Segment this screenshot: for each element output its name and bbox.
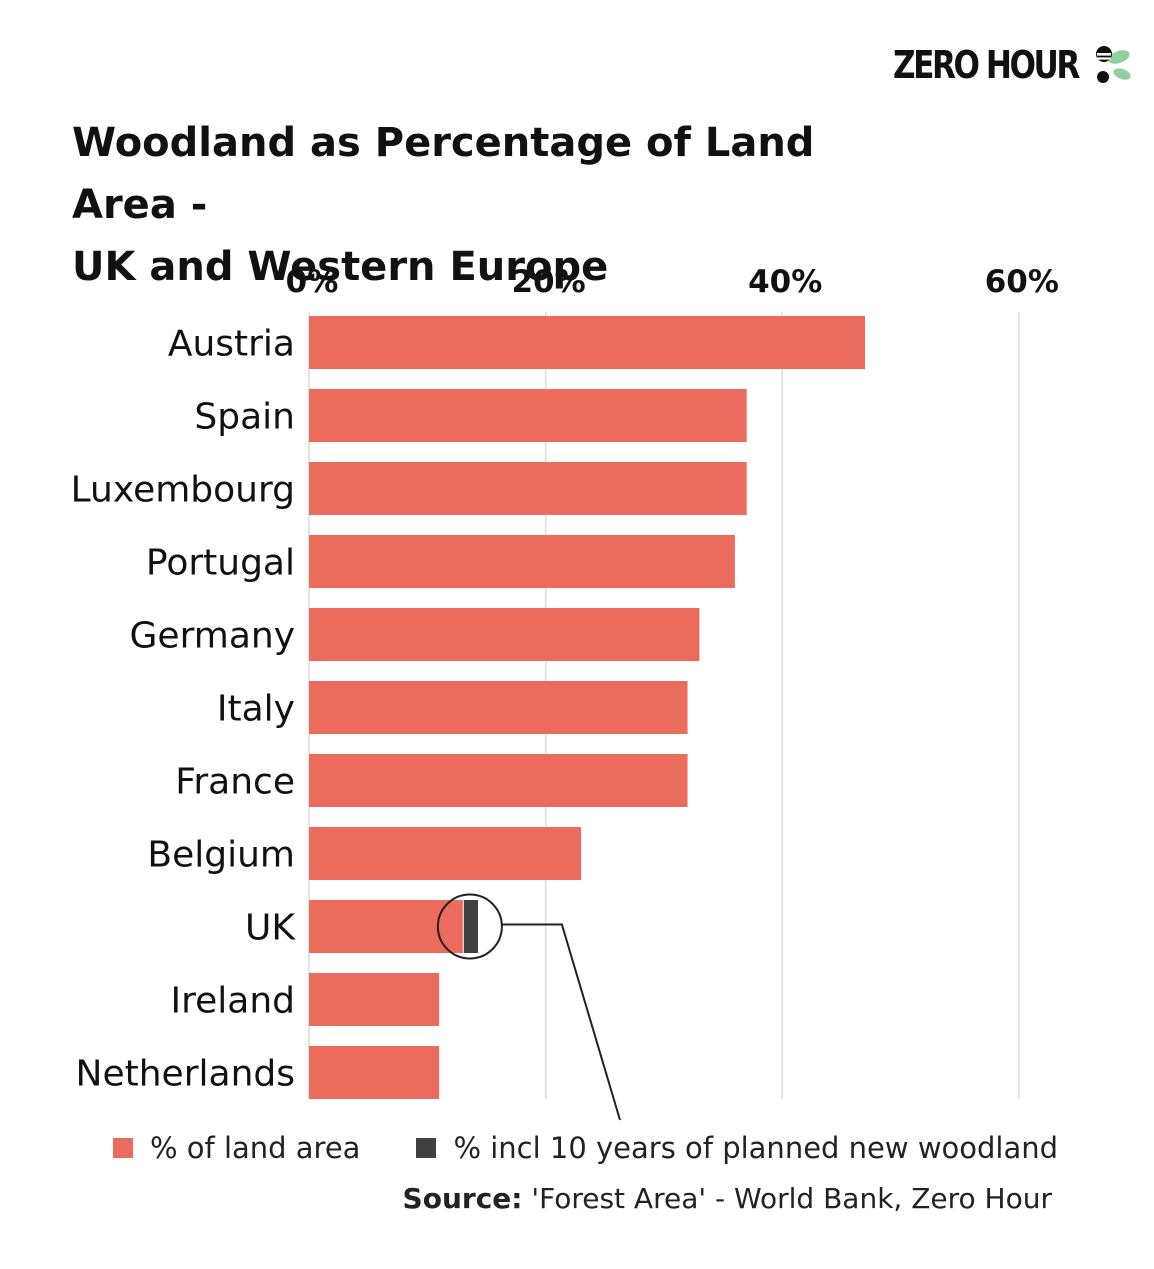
category-label: Spain bbox=[194, 397, 295, 438]
category-label: Germany bbox=[130, 616, 295, 657]
category-label: Luxembourg bbox=[71, 470, 295, 511]
bee-leaf-icon bbox=[1096, 46, 1131, 83]
bar bbox=[309, 535, 735, 588]
bar bbox=[309, 827, 582, 880]
bar bbox=[309, 900, 463, 953]
annotation-circle bbox=[436, 893, 503, 960]
category-label: Belgium bbox=[147, 835, 295, 876]
bar bbox=[309, 681, 688, 734]
bar bbox=[309, 316, 866, 369]
x-tick-label: 0% bbox=[286, 264, 339, 300]
legend-item-planned-woodland: % incl 10 years of planned new woodland bbox=[416, 1131, 1058, 1165]
category-label: UK bbox=[245, 908, 296, 949]
zero-hour-logo: ZERO HOUR bbox=[893, 40, 1131, 90]
chart-title-line-2: UK and Western Europe bbox=[72, 244, 609, 290]
legend-label-planned-woodland: % incl 10 years of planned new woodland bbox=[453, 1131, 1059, 1165]
legend: % of land area % incl 10 years of planne… bbox=[113, 1128, 1058, 1168]
logo-text: ZERO HOUR bbox=[893, 43, 1080, 87]
bar bbox=[309, 462, 747, 515]
bar bbox=[309, 754, 688, 807]
source-text: 'Forest Area' - World Bank, Zero Hour bbox=[522, 1182, 1052, 1215]
bar bbox=[309, 608, 700, 661]
bar-planned bbox=[463, 900, 478, 953]
category-label: Netherlands bbox=[76, 1054, 295, 1095]
legend-label-land-area: % of land area bbox=[150, 1131, 361, 1165]
category-label: Austria bbox=[168, 324, 295, 365]
x-tick-label: 60% bbox=[985, 264, 1059, 300]
bar bbox=[309, 1046, 440, 1099]
source-label: Source: bbox=[402, 1182, 523, 1215]
legend-swatch-land-area bbox=[113, 1138, 133, 1158]
x-tick-label: 40% bbox=[748, 264, 822, 300]
legend-swatch-planned-woodland bbox=[416, 1138, 437, 1158]
category-label: Ireland bbox=[170, 981, 295, 1022]
category-label: Italy bbox=[217, 689, 295, 730]
chart-title: Woodland as Percentage of Land Area - UK… bbox=[72, 112, 932, 298]
annotation-leader-line bbox=[501, 923, 621, 1121]
bar bbox=[309, 389, 747, 442]
category-label: France bbox=[175, 762, 295, 803]
chart-title-line-1: Woodland as Percentage of Land Area - bbox=[72, 120, 815, 228]
legend-item-land-area: % of land area bbox=[113, 1131, 360, 1165]
x-tick-label: 20% bbox=[511, 264, 585, 300]
bar bbox=[309, 973, 440, 1026]
source-note: Source: 'Forest Area' - World Bank, Zero… bbox=[403, 1182, 1052, 1215]
category-label: Portugal bbox=[146, 543, 295, 584]
